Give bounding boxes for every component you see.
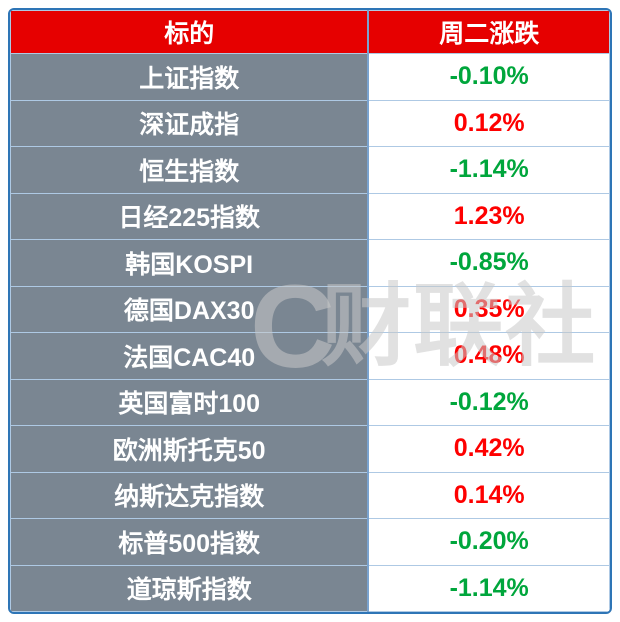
index-change: 0.12% (367, 99, 610, 147)
index-name: 道琼斯指数 (10, 564, 370, 612)
table-row: 上证指数 -0.10% (10, 53, 610, 101)
index-change: -0.12% (367, 378, 610, 426)
index-change: 1.23% (367, 192, 610, 240)
col-header-target: 标的 (10, 10, 370, 54)
index-change: 0.35% (367, 285, 610, 333)
index-change: -1.14% (367, 146, 610, 194)
table-row: 道琼斯指数 -1.14% (10, 564, 610, 612)
index-name: 法国CAC40 (10, 332, 370, 380)
table-row: 纳斯达克指数 0.14% (10, 471, 610, 519)
header-row: 标的 周二涨跌 (10, 10, 610, 54)
col-header-change: 周二涨跌 (367, 10, 610, 54)
table-row: 深证成指 0.12% (10, 99, 610, 147)
index-name: 韩国KOSPI (10, 239, 370, 287)
index-name: 纳斯达克指数 (10, 471, 370, 519)
table-border: 标的 周二涨跌 上证指数 -0.10% 深证成指 0.12% 恒生指数 -1.1… (8, 8, 612, 614)
index-name: 恒生指数 (10, 146, 370, 194)
table-row: 日经225指数 1.23% (10, 192, 610, 240)
table-row: 欧洲斯托克50 0.42% (10, 425, 610, 473)
table-row: 法国CAC40 0.48% (10, 332, 610, 380)
index-change: -0.10% (367, 53, 610, 101)
market-index-table: 标的 周二涨跌 上证指数 -0.10% 深证成指 0.12% 恒生指数 -1.1… (10, 10, 610, 612)
index-change: 0.14% (367, 471, 610, 519)
index-name: 上证指数 (10, 53, 370, 101)
table-row: 恒生指数 -1.14% (10, 146, 610, 194)
index-name: 英国富时100 (10, 378, 370, 426)
table-row: 德国DAX30 0.35% (10, 285, 610, 333)
index-name: 德国DAX30 (10, 285, 370, 333)
index-change: 0.42% (367, 425, 610, 473)
index-change: 0.48% (367, 332, 610, 380)
index-change: -1.14% (367, 564, 610, 612)
table-row: 英国富时100 -0.12% (10, 378, 610, 426)
index-change: -0.20% (367, 518, 610, 566)
index-name: 深证成指 (10, 99, 370, 147)
index-name: 欧洲斯托克50 (10, 425, 370, 473)
index-name: 标普500指数 (10, 518, 370, 566)
table-row: 韩国KOSPI -0.85% (10, 239, 610, 287)
index-change: -0.85% (367, 239, 610, 287)
index-name: 日经225指数 (10, 192, 370, 240)
table-row: 标普500指数 -0.20% (10, 518, 610, 566)
